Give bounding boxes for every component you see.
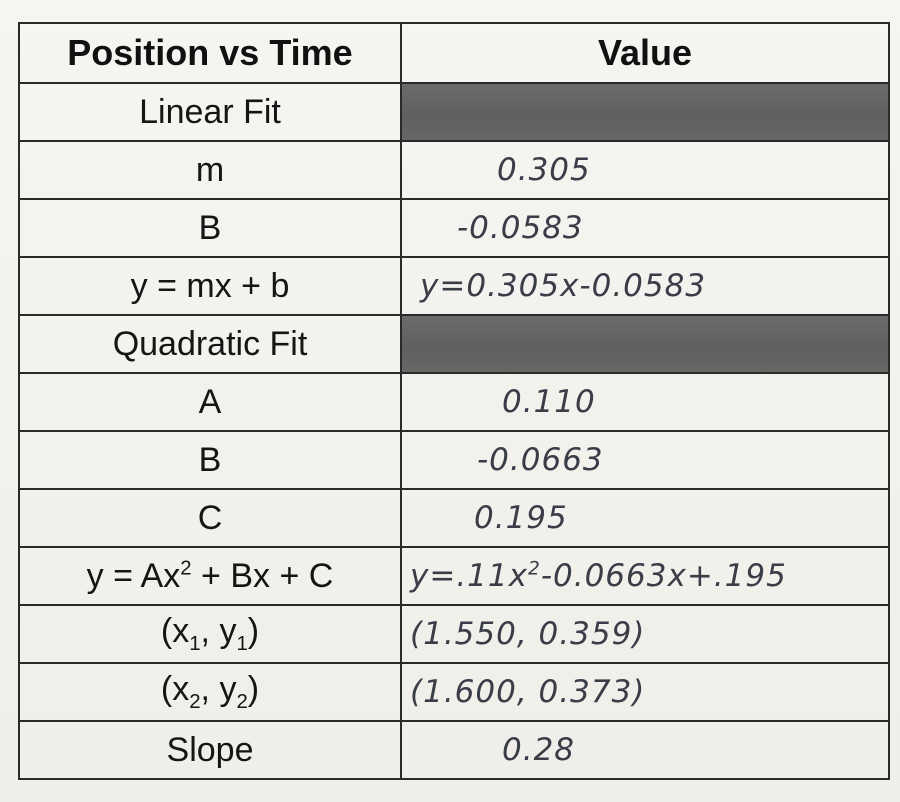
row-label-point-1: (x1, y1) [18, 604, 402, 664]
value-m: 0.305 [400, 140, 890, 200]
table-row: Slope 0.28 [18, 720, 890, 780]
value-c-text: 0.195 [474, 500, 568, 536]
position-vs-time-table: Position vs Time Value Linear Fit m 0.30… [18, 22, 890, 780]
value-point-1: (1.550, 0.359) [400, 604, 890, 664]
row-label-point-2: (x2, y2) [18, 662, 402, 722]
value-b-quadratic: -0.0663 [400, 430, 890, 490]
value-b-linear: -0.0583 [400, 198, 890, 258]
point2-sub-x: 2 [189, 690, 201, 713]
quadratic-value-post: -0.0663x+.195 [540, 558, 787, 594]
value-point-2: (1.600, 0.373) [400, 662, 890, 722]
quadratic-value-sup: 2 [527, 558, 541, 580]
quadratic-value-pre: y=.11x [410, 558, 528, 594]
value-slope: 0.28 [400, 720, 890, 780]
row-label-quadratic-fit: Quadratic Fit [18, 314, 402, 374]
table-row: A 0.110 [18, 372, 890, 432]
table-row: B -0.0663 [18, 430, 890, 490]
table-row: Linear Fit [18, 82, 890, 142]
point2-open: (x [160, 670, 190, 709]
table-row: m 0.305 [18, 140, 890, 200]
value-point-1-text: (1.550, 0.359) [410, 616, 646, 652]
quadratic-label-pre: y = Ax [86, 556, 181, 595]
value-linear-equation-text: y=0.305x-0.0583 [420, 268, 707, 304]
value-a: 0.110 [400, 372, 890, 432]
value-b-quadratic-text: -0.0663 [477, 442, 604, 478]
shaded-cell-linear-fit [400, 82, 890, 142]
value-a-text: 0.110 [502, 384, 596, 420]
row-label-linear-fit: Linear Fit [18, 82, 402, 142]
point2-close: ) [247, 670, 260, 709]
row-label-a: A [18, 372, 402, 432]
table-row: y = Ax2 + Bx + C y=.11x2-0.0663x+.195 [18, 546, 890, 606]
point2-sub-y: 2 [236, 690, 248, 713]
table-header-row: Position vs Time Value [18, 22, 890, 84]
header-value: Value [400, 22, 890, 84]
quadratic-label-post: + Bx + C [191, 556, 334, 595]
value-quadratic-equation: y=.11x2-0.0663x+.195 [400, 546, 890, 606]
row-label-m: m [18, 140, 402, 200]
point1-open: (x [160, 612, 190, 651]
point1-sub-y: 1 [236, 632, 248, 655]
row-label-slope: Slope [18, 720, 402, 780]
table-row: Quadratic Fit [18, 314, 890, 374]
table-row: y = mx + b y=0.305x-0.0583 [18, 256, 890, 316]
value-m-text: 0.305 [497, 152, 591, 188]
value-c: 0.195 [400, 488, 890, 548]
quadratic-label-sup: 2 [180, 557, 192, 580]
point1-mid: , y [200, 612, 237, 651]
header-position-vs-time: Position vs Time [18, 22, 402, 84]
table-row: C 0.195 [18, 488, 890, 548]
row-label-c: C [18, 488, 402, 548]
value-slope-text: 0.28 [502, 732, 576, 768]
table-row: (x1, y1) (1.550, 0.359) [18, 604, 890, 664]
value-linear-equation: y=0.305x-0.0583 [400, 256, 890, 316]
shaded-cell-quadratic-fit [400, 314, 890, 374]
row-label-linear-equation: y = mx + b [18, 256, 402, 316]
value-b-linear-text: -0.0583 [457, 210, 584, 246]
row-label-quadratic-equation: y = Ax2 + Bx + C [18, 546, 402, 606]
point2-mid: , y [200, 670, 237, 709]
table-row: B -0.0583 [18, 198, 890, 258]
row-label-b-quadratic: B [18, 430, 402, 490]
value-point-2-text: (1.600, 0.373) [410, 674, 646, 710]
point1-sub-x: 1 [189, 632, 201, 655]
table-row: (x2, y2) (1.600, 0.373) [18, 662, 890, 722]
point1-close: ) [247, 612, 260, 651]
row-label-b-linear: B [18, 198, 402, 258]
